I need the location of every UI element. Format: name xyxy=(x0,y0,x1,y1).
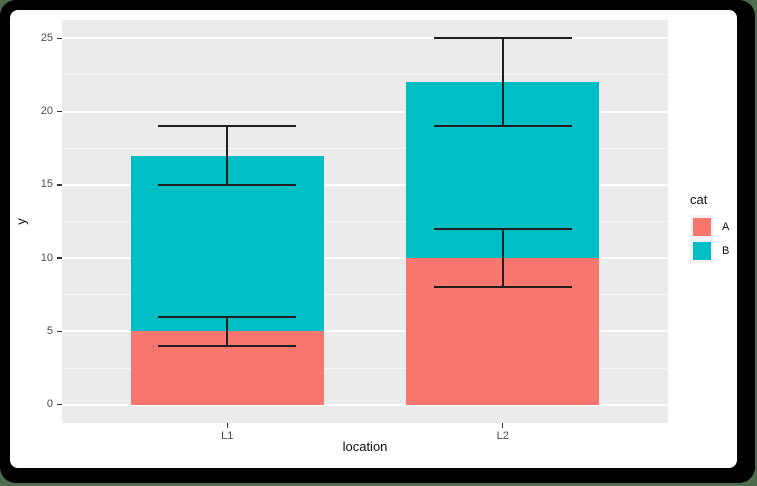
x-axis-tick xyxy=(501,423,504,428)
errorbar-stem-L1 xyxy=(226,316,229,347)
major-gridline xyxy=(62,257,668,260)
legend-entry-B: B xyxy=(690,239,736,263)
errorbar-cap-L2 xyxy=(433,286,572,289)
y-tick-label: 25 xyxy=(40,31,53,44)
plot-panel xyxy=(62,20,668,423)
y-tick-label: 5 xyxy=(46,324,53,337)
legend-label-B: B xyxy=(722,245,730,257)
minor-gridline xyxy=(62,221,668,222)
major-gridline xyxy=(62,110,668,113)
x-axis-tick xyxy=(226,423,229,428)
y-axis-tick xyxy=(57,330,62,333)
legend-key-B xyxy=(690,239,714,263)
x-axis-title: location xyxy=(342,439,388,454)
errorbar-cap-L2 xyxy=(433,37,572,40)
errorbar-stem-L1 xyxy=(226,126,229,185)
y-axis-tick xyxy=(57,403,62,406)
errorbar-cap-L1 xyxy=(158,183,297,186)
errorbar-cap-L2 xyxy=(433,227,572,230)
y-axis-tick xyxy=(57,37,62,40)
minor-gridline xyxy=(62,74,668,76)
legend-swatch-A xyxy=(693,218,711,236)
errorbar-stem-L2 xyxy=(501,228,504,288)
errorbar-cap-L1 xyxy=(158,345,297,348)
legend-swatch-B xyxy=(693,242,711,260)
minor-gridline xyxy=(62,367,668,369)
legend-key-A xyxy=(690,215,714,239)
y-tick-label: 20 xyxy=(40,105,53,118)
y-tick-label: 10 xyxy=(40,251,53,264)
legend-title: cat xyxy=(690,192,708,207)
errorbar-cap-L1 xyxy=(158,315,297,318)
x-tick-label: L2 xyxy=(496,430,509,442)
y-axis-tick xyxy=(57,184,62,186)
legend-entry-A: A xyxy=(690,215,736,239)
major-gridline xyxy=(62,403,668,406)
y-axis-tick xyxy=(57,257,62,259)
major-gridline xyxy=(62,183,668,186)
minor-gridline xyxy=(62,294,668,296)
y-axis-tick xyxy=(57,110,62,113)
major-gridline xyxy=(62,330,668,333)
major-gridline xyxy=(62,37,668,40)
minor-gridline xyxy=(62,147,668,149)
y-tick-label: 0 xyxy=(46,398,53,411)
y-tick-label: 15 xyxy=(40,178,53,191)
errorbar-stem-L2 xyxy=(501,38,504,127)
errorbar-cap-L1 xyxy=(158,125,297,128)
legend-label-A: A xyxy=(722,221,730,233)
y-axis-title: y xyxy=(13,218,29,225)
errorbar-cap-L2 xyxy=(433,125,572,128)
x-tick-label: L1 xyxy=(221,430,234,442)
